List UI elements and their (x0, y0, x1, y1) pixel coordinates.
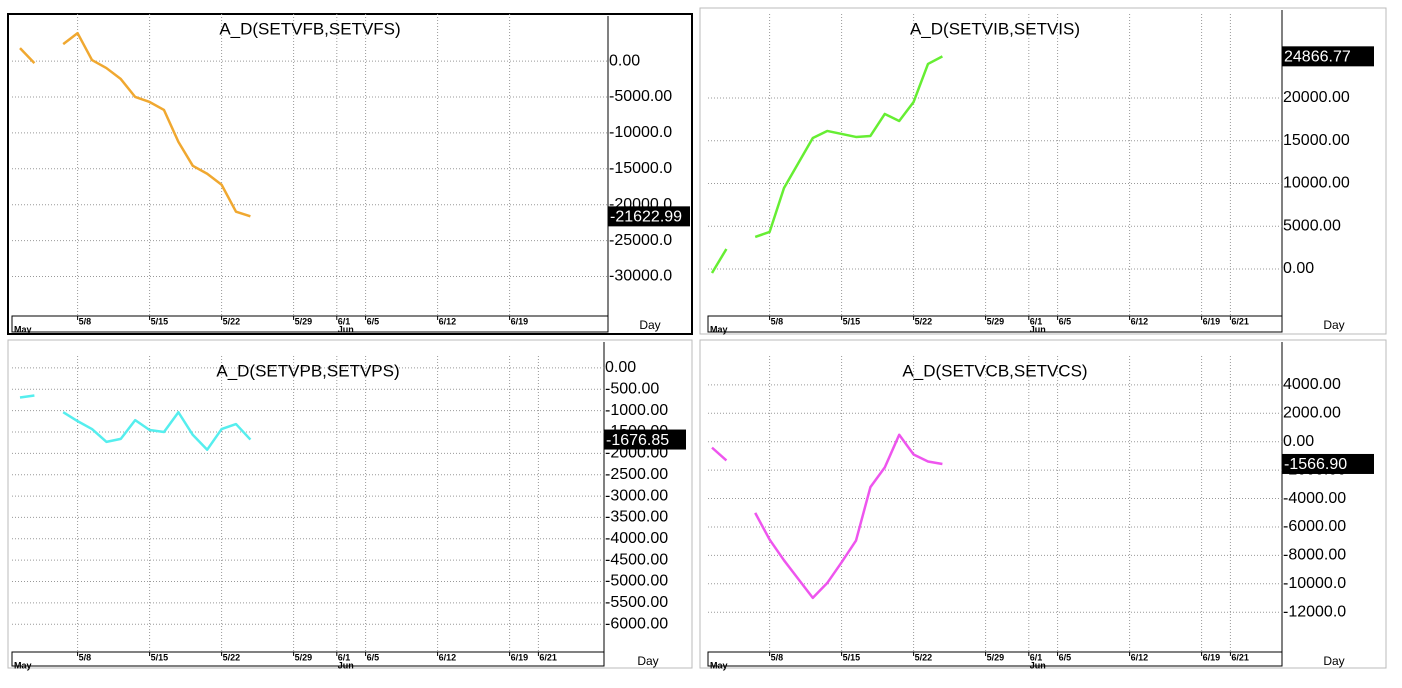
last-value-box (1282, 46, 1374, 67)
data-line (711, 433, 943, 600)
x-tick-label: 5/22 (915, 316, 933, 326)
y-tick-label: 0.00 (1283, 433, 1314, 450)
x-tick-label: 5/29 (987, 652, 1005, 662)
panel (699, 7, 1387, 335)
x-tick-label: 6/21 (539, 652, 557, 662)
panel (699, 339, 1387, 669)
y-tick-label: -10000.0 (609, 124, 672, 141)
y-tick-label: -4500.00 (605, 551, 668, 568)
chart-title: A_D(SETVPB,SETVPS) (216, 361, 399, 380)
y-tick-label: -4000.00 (605, 530, 668, 547)
y-tick-label: -5000.00 (605, 573, 668, 590)
month-label: May (710, 324, 728, 334)
x-tick-label: 5/15 (843, 316, 861, 326)
x-tick-label: 6/19 (511, 652, 529, 662)
x-tick-label: 6/21 (1231, 316, 1249, 326)
x-tick-label: 5/29 (295, 652, 313, 662)
x-tick-label: 6/19 (1203, 316, 1221, 326)
y-tick-label: -8000.00 (1283, 547, 1346, 564)
y-tick-label: -6000.00 (605, 615, 668, 632)
last-value-label: 24866.77 (1284, 49, 1351, 66)
y-tick-label: 0.00 (605, 359, 636, 376)
x-tick-label: 5/15 (151, 316, 169, 326)
chart-title: A_D(SETVCB,SETVCS) (902, 361, 1087, 380)
y-tick-label: 10000.00 (1283, 175, 1350, 192)
month-label: May (710, 660, 728, 670)
x-tick-label: 6/1 (1030, 652, 1043, 662)
y-tick-label: 0.00 (1283, 260, 1314, 277)
x-tick-label: 6/5 (1059, 316, 1072, 326)
x-tick-label: 6/1 (1030, 316, 1043, 326)
data-line (710, 55, 943, 274)
x-tick-label: 5/8 (79, 316, 92, 326)
y-tick-label: -1000.00 (605, 402, 668, 419)
month-label: Jun (1030, 324, 1046, 334)
last-value-label: -1566.90 (1284, 456, 1347, 473)
x-tick-label: 6/12 (439, 652, 457, 662)
y-tick-label: -12000.0 (1283, 603, 1346, 620)
x-tick-label: 5/8 (79, 652, 92, 662)
y-tick-label: -2500.00 (605, 466, 668, 483)
y-tick-label: -5000.00 (609, 88, 672, 105)
x-tick-label: 5/29 (295, 316, 313, 326)
x-tick-label: 5/8 (771, 652, 784, 662)
x-tick-label: 5/15 (843, 652, 861, 662)
last-value-box (608, 206, 690, 227)
y-tick-label: 4000.00 (1283, 376, 1341, 393)
last-value-box (1282, 453, 1374, 474)
y-tick-label: -3000.00 (605, 487, 668, 504)
x-tick-label: 6/5 (367, 652, 380, 662)
last-value-label: -21622.99 (610, 209, 682, 226)
x-tick-label: 5/22 (223, 652, 241, 662)
x-tick-label: 6/12 (439, 316, 457, 326)
x-tick-label: 5/29 (987, 316, 1005, 326)
y-tick-label: -500.00 (605, 380, 659, 397)
x-tick-label: 5/8 (771, 316, 784, 326)
y-tick-label: 2000.00 (1283, 405, 1341, 422)
y-tick-label: -3500.00 (605, 509, 668, 526)
chart-title: A_D(SETVIB,SETVIS) (910, 19, 1080, 38)
x-tick-label: 5/15 (151, 652, 169, 662)
data-line (19, 394, 252, 451)
y-tick-label: -25000.0 (609, 232, 672, 249)
x-axis-label: Day (1323, 654, 1344, 668)
y-tick-label: 15000.00 (1283, 132, 1350, 149)
x-tick-label: 6/12 (1131, 316, 1149, 326)
x-tick-label: 5/22 (223, 316, 241, 326)
y-tick-label: 5000.00 (1283, 217, 1341, 234)
y-tick-label: 20000.00 (1283, 89, 1350, 106)
x-tick-label: 6/1 (338, 316, 351, 326)
y-tick-label: -15000.0 (609, 160, 672, 177)
y-tick-label: -6000.00 (1283, 518, 1346, 535)
y-tick-label: -30000.0 (609, 268, 672, 285)
y-tick-label: -4000.00 (1283, 490, 1346, 507)
x-tick-label: 5/22 (915, 652, 933, 662)
month-label: Jun (1030, 660, 1046, 670)
x-tick-label: 6/12 (1131, 652, 1149, 662)
last-value-box (604, 429, 686, 450)
x-tick-label: 6/19 (1203, 652, 1221, 662)
y-tick-label: 0.00 (609, 52, 640, 69)
y-tick-label: -10000.0 (1283, 575, 1346, 592)
month-label: May (14, 324, 32, 334)
x-axis-label: Day (637, 654, 658, 668)
x-tick-label: 6/21 (1231, 652, 1249, 662)
x-tick-label: 6/5 (1059, 652, 1072, 662)
x-tick-label: 6/1 (338, 652, 351, 662)
x-axis-label: Day (639, 318, 660, 332)
last-value-label: -1676.85 (606, 432, 669, 449)
month-label: Jun (338, 660, 354, 670)
month-label: Jun (338, 324, 354, 334)
month-label: May (14, 660, 32, 670)
x-tick-label: 6/19 (511, 316, 529, 326)
x-axis-label: Day (1323, 318, 1344, 332)
data-line (19, 31, 251, 218)
chart-title: A_D(SETVFB,SETVFS) (219, 19, 400, 38)
x-tick-label: 6/5 (367, 316, 380, 326)
y-tick-label: -5500.00 (605, 594, 668, 611)
panel (7, 13, 693, 335)
panel (7, 339, 693, 669)
